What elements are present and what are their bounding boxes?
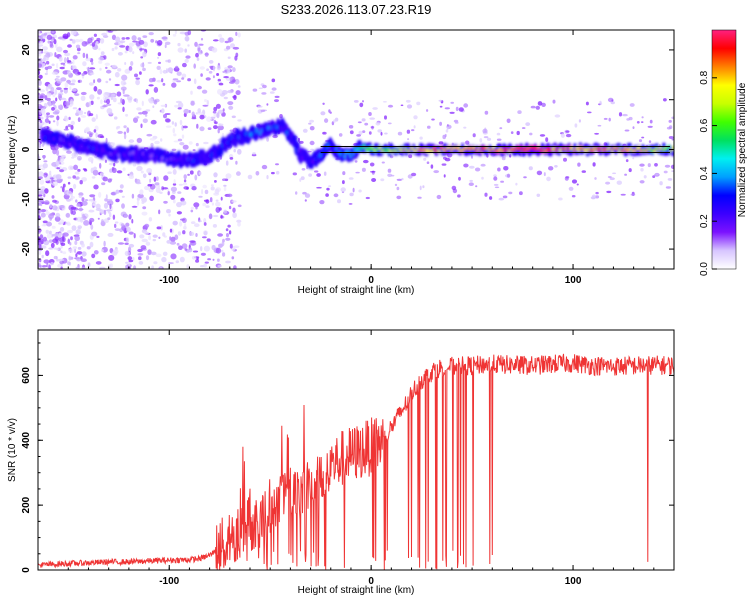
spectrogram-heat bbox=[38, 30, 674, 269]
colorbar-tick-label: 0.8 bbox=[699, 70, 710, 84]
colorbar-frame bbox=[711, 29, 737, 270]
colorbar: 0.0 0.2 0.4 0.6 0.8 Normalized spectral ampl… bbox=[699, 29, 748, 276]
colorbar-label: Normalized spectral amplitude bbox=[737, 82, 748, 217]
spectrogram-xtick-label: 0 bbox=[368, 275, 374, 286]
spectrogram-ytick-label: 10 bbox=[21, 94, 32, 106]
snr-ytick-label: 600 bbox=[21, 367, 32, 384]
spectrogram-ridge bbox=[39, 117, 674, 170]
snr-xtick-label: 100 bbox=[565, 576, 582, 587]
colorbar-tick-label: 0.2 bbox=[699, 214, 710, 228]
spectrogram-xtick-label: 100 bbox=[565, 275, 582, 286]
colorbar-ticks: 0.0 0.2 0.4 0.6 0.8 bbox=[699, 70, 717, 276]
snr-xlabel: Height of straight line (km) bbox=[298, 585, 415, 596]
spectrogram-ytick-label: 0 bbox=[21, 146, 32, 152]
spectrogram-ytick-label: -10 bbox=[21, 192, 32, 207]
colorbar-tick-label: 0.6 bbox=[699, 118, 710, 132]
snr-xtick-label: -100 bbox=[159, 576, 179, 587]
snr-ytick-label: 0 bbox=[21, 567, 32, 573]
snr-ytick-label: 400 bbox=[21, 431, 32, 448]
snr-ylabel: SNR (10 * v/v) bbox=[7, 418, 18, 482]
spectrogram-ytick-label: 20 bbox=[21, 44, 32, 56]
snr-axes: -100 0 100 0 200 400 600 bbox=[21, 330, 675, 587]
colorbar-tick-label: 0.0 bbox=[699, 262, 710, 276]
figure-title: S233.2026.113.07.23.R19 bbox=[281, 2, 432, 17]
snr-ytick-label: 200 bbox=[21, 496, 32, 513]
spectrogram-ylabel: Frequency (Hz) bbox=[7, 116, 18, 185]
spectrogram-ytick-label: -20 bbox=[21, 241, 32, 256]
snr-xtick-label: 0 bbox=[368, 576, 374, 587]
spectrogram-xlabel: Height of straight line (km) bbox=[298, 285, 415, 296]
snr-frame bbox=[37, 329, 675, 571]
spectrogram-xtick-label: -100 bbox=[159, 275, 179, 286]
snr-plot-area bbox=[38, 330, 674, 570]
colorbar-scale bbox=[712, 30, 736, 269]
snr-panel: -100 0 100 0 200 400 600 Height of straight li… bbox=[7, 329, 675, 596]
colorbar-tick-label: 0.4 bbox=[699, 166, 710, 180]
snr-series-line bbox=[38, 353, 674, 570]
